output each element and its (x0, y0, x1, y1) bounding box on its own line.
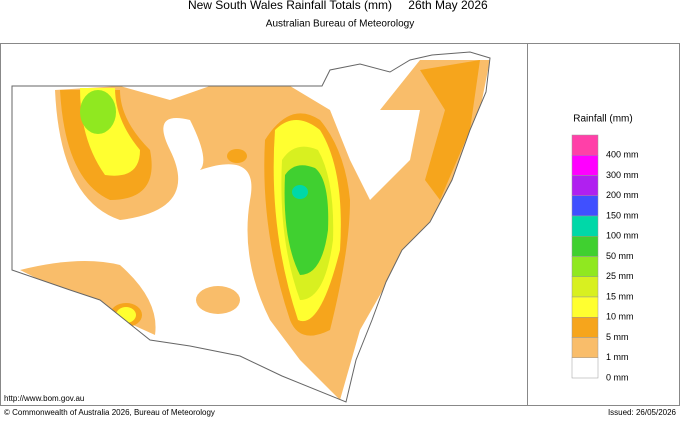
legend-swatch (571, 155, 599, 176)
legend-label: 10 mm (606, 312, 634, 322)
legend-label: 200 mm (606, 190, 639, 200)
issued-date: Issued: 26/05/2026 (608, 408, 677, 417)
source-url: http://www.bom.gov.au (4, 394, 84, 403)
legend-label: 25 mm (606, 271, 634, 281)
map-date: 26th May 2026 (408, 0, 488, 12)
legend-swatch (571, 317, 599, 338)
legend-swatch (571, 296, 599, 318)
legend-label: 400 mm (606, 150, 639, 160)
legend-swatch (571, 236, 599, 257)
legend-swatch (571, 276, 599, 298)
legend-label: 15 mm (606, 291, 634, 301)
copyright: © Commonwealth of Australia 2026, Bureau… (4, 408, 215, 417)
legend-swatch (571, 256, 599, 277)
legend-title: Rainfall (mm) (573, 114, 632, 125)
legend-swatch (571, 175, 599, 196)
legend-label: 0 mm (606, 372, 629, 382)
legend-swatch (571, 195, 599, 217)
legend: 400 mm 300 mm 200 mm 150 mm 100 mm 50 mm 25 mm… (571, 134, 639, 382)
legend-label: 300 mm (606, 170, 639, 180)
legend-label: 50 mm (606, 251, 634, 261)
map-subtitle: Australian Bureau of Meteorology (266, 19, 414, 30)
legend-swatch (571, 337, 599, 358)
legend-label: 1 mm (606, 352, 629, 362)
legend-swatch (571, 215, 599, 237)
legend-label: 100 mm (606, 231, 639, 241)
legend-label: 5 mm (606, 332, 629, 342)
legend-label: 150 mm (606, 210, 639, 220)
map-title: New South Wales Rainfall Totals (mm) (188, 0, 392, 12)
legend-swatch (571, 357, 599, 379)
legend-swatch (571, 134, 599, 156)
legend-frame (527, 43, 680, 406)
